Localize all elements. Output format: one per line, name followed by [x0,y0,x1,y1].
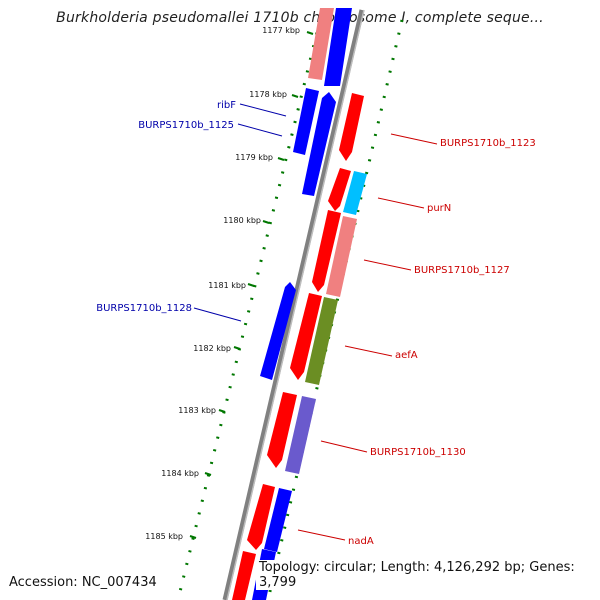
gene-label-BURPS1710b_1128[interactable]: BURPS1710b_1128 [96,303,192,314]
gene-BURPS1710b_1125[interactable] [302,92,336,196]
tick-label: 1182 kbp [193,344,231,353]
tick-mark [204,472,212,476]
accession-label: Accession: NC_007434 [6,575,160,590]
tick-mark [262,220,270,224]
tick-label: 1177 kbp [262,26,300,35]
tick-mark [218,409,226,413]
gene-purN[interactable] [343,171,367,215]
gene-BURPS1710b_1127[interactable] [326,216,357,297]
gene-red-3[interactable] [290,293,322,380]
tick-mark [247,283,255,287]
gene-nadA[interactable] [247,484,275,550]
tick-mark [189,535,197,539]
chromosome-backbone [222,9,365,600]
gene-ribF[interactable] [293,88,319,155]
gene-red-1[interactable] [328,168,351,211]
gene-forward-bottom-a[interactable] [264,488,292,552]
gene-label-nadA[interactable]: nadA [348,536,374,547]
tick-label: 1181 kbp [208,281,246,290]
gene-label-BURPS1710b_1127[interactable]: BURPS1710b_1127 [414,265,510,276]
gene-aefA[interactable] [305,297,338,385]
tick-label: 1178 kbp [249,90,287,99]
gene-red-4[interactable] [267,392,297,468]
gene-BURPS1710b_1128[interactable] [260,282,296,380]
gene-forward-top[interactable] [324,8,352,86]
tick-label: 1185 kbp [145,532,183,541]
gene-red-2[interactable] [312,210,341,292]
leader-lines [193,103,438,541]
reverse-strand-genes [232,8,367,600]
chromosome-backbone-highlight [226,9,365,600]
tick-mark [233,346,241,350]
gene-label-BURPS1710b_1123[interactable]: BURPS1710b_1123 [440,138,536,149]
gene-red-bottom[interactable] [232,551,256,600]
tick-marks [189,31,314,539]
tick-mark [291,94,299,98]
gene-label-purN[interactable]: purN [427,203,451,214]
tick-mark [306,31,314,35]
tick-label: 1179 kbp [235,153,273,162]
gene-label-ribF[interactable]: ribF [217,100,236,111]
gene-label-BURPS1710b_1130[interactable]: BURPS1710b_1130 [370,447,466,458]
inner-dotted-guide [176,19,322,600]
tick-mark [277,157,285,161]
gene-label-aefA[interactable]: aefA [395,350,418,361]
gene-label-BURPS1710b_1125[interactable]: BURPS1710b_1125 [138,120,234,131]
map-title: Burkholderia pseudomallei 1710b chromoso… [56,10,544,26]
tick-label: 1183 kbp [178,406,216,415]
tick-label: 1180 kbp [223,216,261,225]
gene-pink-top[interactable] [308,8,334,80]
gene-BURPS1710b_1130[interactable] [285,396,316,474]
topology-label: Topology: circular; Length: 4,126,292 bp… [256,560,600,590]
gene-BURPS1710b_1123[interactable] [339,93,364,161]
tick-label: 1184 kbp [161,469,199,478]
